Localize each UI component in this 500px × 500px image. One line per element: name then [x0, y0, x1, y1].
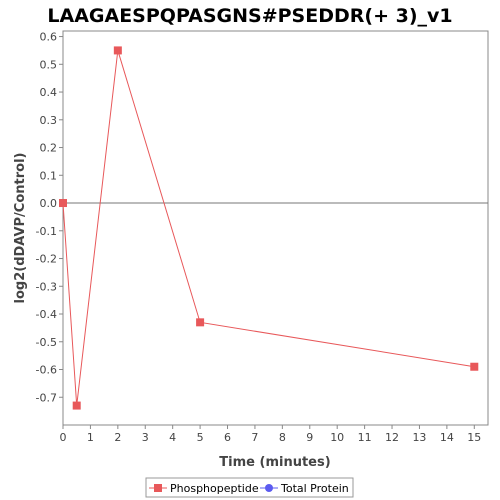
x-tick-label: 12 — [385, 431, 399, 444]
y-tick-label: -0.2 — [36, 253, 57, 266]
x-tick-label: 8 — [279, 431, 286, 444]
x-axis-label: Time (minutes) — [219, 455, 330, 470]
legend-label-phosphopeptide: Phosphopeptide — [170, 482, 259, 495]
data-point — [72, 401, 81, 410]
legend: Phosphopeptide Total Protein — [145, 477, 354, 498]
x-tick-label: 1 — [87, 431, 94, 444]
data-point — [470, 362, 479, 371]
x-tick-label: 15 — [467, 431, 481, 444]
x-tick-label: 6 — [224, 431, 231, 444]
y-tick-label: -0.7 — [36, 391, 57, 404]
y-tick-label: 0.1 — [40, 169, 58, 182]
x-tick-label: 14 — [440, 431, 454, 444]
data-point — [196, 318, 205, 327]
x-tick-label: 10 — [330, 431, 344, 444]
y-tick-label: 0.0 — [40, 197, 58, 210]
x-tick-label: 9 — [306, 431, 313, 444]
y-tick-label: -0.6 — [36, 364, 57, 377]
x-tick-label: 0 — [60, 431, 67, 444]
y-tick-label: 0.5 — [40, 58, 58, 71]
y-tick-label: -0.3 — [36, 280, 57, 293]
x-tick-label: 13 — [412, 431, 426, 444]
legend-label-total-protein: Total Protein — [280, 482, 349, 495]
plot-area — [62, 30, 489, 426]
data-point — [59, 199, 67, 208]
x-tick-label: 4 — [169, 431, 176, 444]
y-axis-ticks: 0.6 0.5 0.4 0.3 0.2 0.1 0.0 -0.1 -0.2 -0.3 -0.4 -0.… — [36, 31, 63, 404]
series-layer — [59, 46, 479, 410]
y-tick-label: 0.4 — [40, 86, 58, 99]
chart-title: LAAGAESPQPASGNS#PSEDDR(+ 3)_v1 — [47, 5, 452, 27]
x-tick-label: 11 — [358, 431, 372, 444]
legend-box — [145, 477, 354, 498]
legend-marker-phosphopeptide — [154, 484, 162, 492]
x-tick-label: 7 — [251, 431, 258, 444]
x-tick-label: 3 — [142, 431, 149, 444]
y-tick-label: 0.3 — [40, 114, 58, 127]
y-tick-label: -0.5 — [36, 336, 57, 349]
data-point — [113, 46, 122, 55]
y-axis-label: log2(dDAVP/Control) — [13, 153, 28, 304]
x-tick-label: 5 — [197, 431, 204, 444]
x-axis-ticks: 0 1 2 3 4 5 6 7 8 9 10 11 12 13 14 15 — [60, 425, 481, 444]
y-tick-label: -0.1 — [36, 225, 57, 238]
y-tick-label: 0.6 — [40, 31, 58, 44]
y-tick-label: -0.4 — [36, 308, 57, 321]
x-tick-label: 2 — [114, 431, 121, 444]
y-tick-label: 0.2 — [40, 142, 58, 155]
legend-marker-total-protein — [265, 484, 273, 492]
